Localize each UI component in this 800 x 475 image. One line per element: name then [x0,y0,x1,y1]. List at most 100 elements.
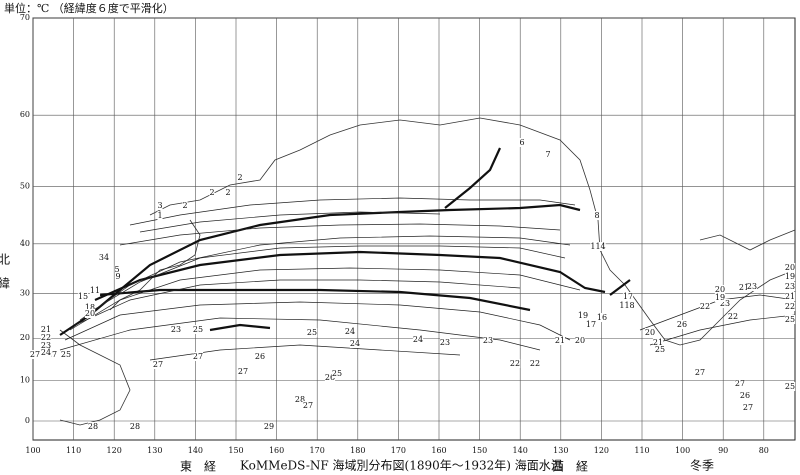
label-background [644,328,656,337]
label-background [98,253,110,262]
contour-label: 20 [85,309,95,318]
contour-label: 21 [785,292,795,301]
label-background [652,338,664,347]
east-longitude-label: 東経 [180,460,228,474]
west-longitude-label: 西経 [552,460,600,474]
contour-label: 23 [785,282,795,291]
contour-label: 25 [61,350,71,359]
contour-label: 9 [115,272,120,281]
contour-label: 21 [555,336,565,345]
contour-label: 22 [700,302,710,311]
label-background [784,382,796,391]
label-background [302,401,314,410]
label-background [574,336,586,345]
contour-label: 28 [88,422,98,431]
contour-label: 21 [41,325,51,334]
contour-label: 3 [157,201,162,210]
contour-label: 22 [728,312,738,321]
contour-label: 21 [739,283,749,292]
label-background [46,350,58,359]
contour-label: 28 [130,422,140,431]
label-background [129,422,141,431]
label-background [727,312,739,321]
label-background [482,336,494,345]
contour-label: 27 [303,401,313,410]
label-background [585,320,597,329]
contour-label: 26 [677,320,687,329]
longitude-tick-label: 170 [310,446,325,455]
label-background [784,263,796,272]
label-background [157,211,163,220]
label-background [237,173,243,182]
contour-label: 26 [255,352,265,361]
contour-label: 25 [307,328,317,337]
latitude-tick-label: 20 [20,333,30,342]
longitude-tick-label: 80 [759,446,769,455]
contour-label: 22 [530,359,540,368]
label-background [324,373,336,382]
label-background [40,341,52,350]
label-background [60,350,72,359]
label-background [784,315,796,324]
contour-label: 24 [350,339,360,348]
contour-label: 16 [597,313,607,322]
label-background [590,242,606,251]
contour-label: 18 [85,303,95,312]
contour-label: 29 [264,422,274,431]
longitude-tick-label: 160 [269,446,284,455]
contour-label: 1 [157,211,162,220]
contour-label: 20 [785,263,795,272]
contour-label: 25 [785,382,795,391]
label-background [182,201,188,210]
longitude-tick-label: 170 [391,446,406,455]
label-background [263,422,275,431]
label-background [676,320,688,329]
contour-label: 23 [171,325,181,334]
contour-label: 23 [483,336,493,345]
contour-label: 17 [623,292,633,301]
longitude-tick-label: 140 [188,446,203,455]
label-background [152,360,164,369]
label-background [784,272,796,281]
label-background [784,282,796,291]
label-background [742,403,754,412]
contour-label: 22 [41,333,51,342]
longitude-tick-label: 110 [634,446,649,455]
label-background [349,339,361,348]
label-background [529,359,541,368]
label-background [306,328,318,337]
longitude-tick-label: 150 [472,446,487,455]
label-background [509,359,521,368]
contour-label: 2 [209,188,214,197]
contour-label: 25 [332,369,342,378]
graticule [32,17,795,440]
label-background [170,325,182,334]
contour-label: 23 [440,338,450,347]
latitude-tick-label: 60 [20,110,30,119]
latitude-tick-label: 0 [25,416,30,425]
longitude-tick-label: 140 [513,446,528,455]
label-background [594,211,600,220]
label-background [622,292,634,301]
contour-label: 27 [47,350,57,359]
contour-label: 25 [655,345,665,354]
contour-label: 27 [743,403,753,412]
label-background [738,283,750,292]
label-background [114,265,120,274]
label-background [619,301,635,310]
contour-label: 19 [785,272,795,281]
contour-label: 118 [619,301,634,310]
label-background [209,188,215,197]
contour-label: 27 [735,379,745,388]
longitude-tick-label: 100 [25,446,40,455]
contour-label: 28 [295,395,305,404]
label-background [84,309,96,318]
label-background [545,150,551,159]
latitude-tick-label: 10 [20,375,30,384]
label-background [157,201,163,210]
latitude-tick-label: 50 [20,181,30,190]
label-background [40,333,52,342]
label-background [654,345,666,354]
label-background [784,302,796,311]
contour-label: 20 [715,285,725,294]
